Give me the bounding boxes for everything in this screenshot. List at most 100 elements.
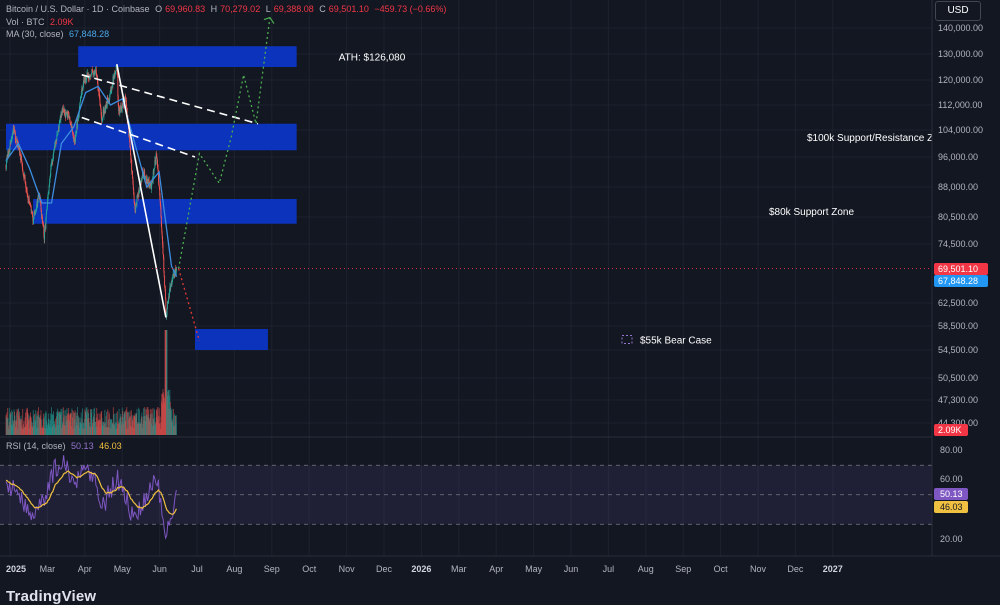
candle-body bbox=[42, 222, 44, 224]
candle-body bbox=[125, 95, 127, 99]
candle-body bbox=[59, 120, 61, 124]
time-tick-label: Sep bbox=[675, 564, 691, 574]
candle-body bbox=[86, 76, 87, 80]
rsi-ma-value: 46.03 bbox=[99, 441, 122, 451]
time-tick-label: Jul bbox=[191, 564, 203, 574]
time-tick-label: 2026 bbox=[411, 564, 431, 574]
candle-body bbox=[57, 130, 59, 135]
candle-body bbox=[101, 114, 103, 121]
volume-bar bbox=[60, 411, 62, 435]
candle-body bbox=[145, 175, 147, 182]
time-tick-label: Mar bbox=[451, 564, 467, 574]
candle-body bbox=[49, 182, 50, 186]
tradingview-logo: TradingView bbox=[6, 588, 97, 605]
candle-body bbox=[31, 211, 33, 217]
candle-body bbox=[108, 98, 110, 100]
candle-body bbox=[147, 179, 149, 186]
candle-body bbox=[95, 69, 97, 74]
candle-body bbox=[157, 168, 159, 172]
candle-body bbox=[49, 178, 51, 183]
candle-body bbox=[77, 114, 79, 121]
candle-body bbox=[21, 162, 23, 168]
candle-body bbox=[136, 196, 138, 205]
candle-body bbox=[5, 158, 7, 169]
candle-body bbox=[97, 82, 99, 88]
volume-bar bbox=[51, 413, 53, 435]
candle-body bbox=[154, 160, 156, 164]
candle-body bbox=[42, 220, 44, 223]
candle-body bbox=[156, 154, 157, 156]
candle-body bbox=[116, 71, 118, 77]
candle-body bbox=[11, 138, 13, 140]
candle-body bbox=[72, 134, 74, 137]
candle-body bbox=[155, 162, 157, 164]
candle-body bbox=[141, 175, 143, 180]
candle-body bbox=[96, 73, 98, 78]
time-axis: 2025 Mar Apr May Jun Jul Aug Sep Oct Nov Dec 2026 Ma… bbox=[0, 555, 1000, 574]
volume-bar bbox=[74, 410, 76, 435]
candle-body bbox=[153, 168, 155, 175]
volume-bar bbox=[110, 419, 111, 435]
candle-body bbox=[170, 283, 172, 286]
candle-body bbox=[164, 285, 166, 289]
candle-body bbox=[29, 202, 31, 204]
candle-body bbox=[73, 136, 74, 139]
candle-body bbox=[164, 276, 166, 286]
candle-body bbox=[68, 112, 70, 116]
axis-tag bbox=[934, 424, 968, 436]
candle-body bbox=[51, 161, 53, 163]
volume-label: Vol · BTC bbox=[6, 17, 45, 27]
candle-body bbox=[70, 122, 72, 124]
candle-body bbox=[137, 195, 139, 197]
candle-body bbox=[34, 211, 35, 215]
candle-body bbox=[152, 170, 154, 181]
ma-30-line bbox=[5, 85, 178, 277]
candle-body bbox=[19, 151, 21, 156]
candle-body bbox=[8, 154, 10, 156]
time-tick-label: Apr bbox=[489, 564, 503, 574]
price-tick-label: 50,500.00 bbox=[938, 373, 978, 383]
volume-bar bbox=[175, 415, 177, 435]
bear-case-marker bbox=[621, 335, 633, 344]
candle-body bbox=[151, 183, 153, 189]
candle-body bbox=[81, 89, 83, 96]
candle-body bbox=[163, 270, 165, 277]
candle-body bbox=[12, 133, 13, 138]
candle-body bbox=[166, 301, 168, 309]
currency-button[interactable]: USD bbox=[935, 1, 981, 21]
volume-bar bbox=[37, 415, 39, 435]
zone-bear_case bbox=[194, 329, 268, 350]
candle-body bbox=[77, 118, 79, 128]
volume-bar bbox=[78, 417, 80, 435]
candle-body bbox=[24, 177, 26, 183]
candle-body bbox=[90, 73, 92, 75]
time-tick-label: Aug bbox=[638, 564, 654, 574]
candle-body bbox=[50, 163, 52, 169]
candle-body bbox=[98, 92, 100, 94]
rsi-tick-label: 50.13 bbox=[940, 489, 963, 499]
price-tick-label: 47,300.00 bbox=[938, 395, 978, 405]
candle-body bbox=[158, 184, 160, 190]
candle-body bbox=[149, 186, 151, 187]
candle-body bbox=[48, 190, 50, 193]
candle-body bbox=[16, 138, 18, 143]
volume-bar bbox=[138, 409, 140, 435]
candle-body bbox=[101, 120, 103, 121]
rsi-value: 50.13 bbox=[71, 441, 94, 451]
open-label: O bbox=[155, 4, 163, 14]
candle-body bbox=[51, 162, 52, 164]
candle-body bbox=[121, 108, 123, 110]
candle-body bbox=[85, 79, 87, 82]
candle-body bbox=[106, 97, 108, 107]
candle-body bbox=[42, 223, 44, 226]
rsi-axis-tag bbox=[934, 501, 968, 513]
candle-body bbox=[75, 132, 77, 135]
volume-bar bbox=[22, 408, 24, 435]
candle-body bbox=[53, 149, 55, 153]
candle-body bbox=[175, 266, 177, 272]
candle-body bbox=[57, 134, 59, 136]
candle-body bbox=[130, 154, 132, 160]
candle-body bbox=[126, 107, 128, 109]
price-tick-label: 88,000.00 bbox=[938, 182, 978, 192]
